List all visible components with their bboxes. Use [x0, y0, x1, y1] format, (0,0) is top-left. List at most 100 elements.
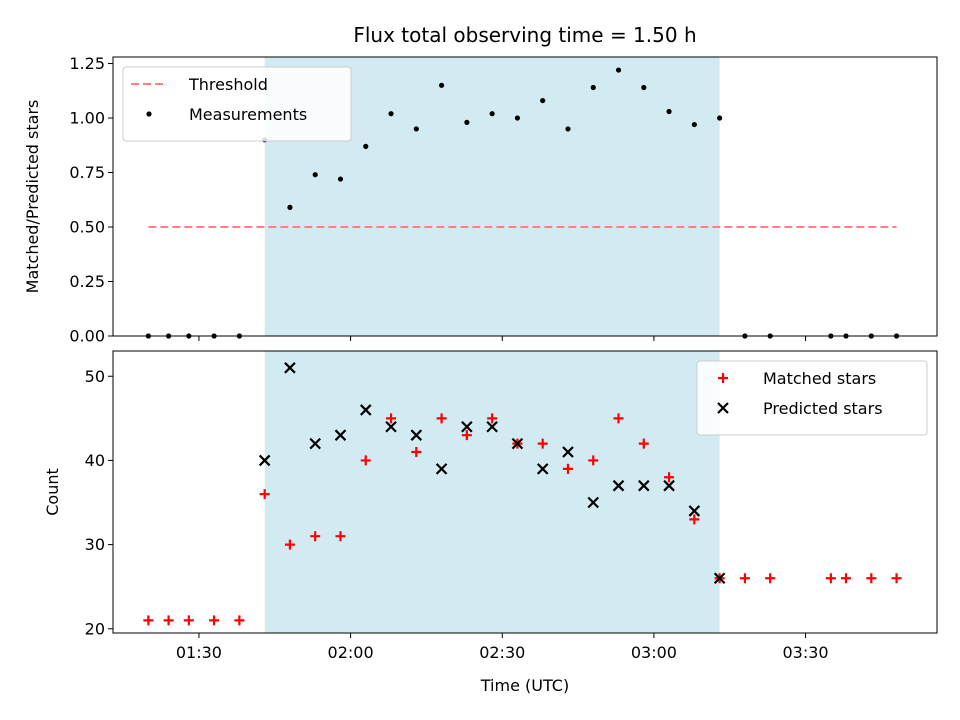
x-tick-label: 03:00: [631, 643, 677, 662]
data-point: [209, 615, 220, 626]
data-point: [183, 615, 194, 626]
data-point: [713, 572, 726, 585]
data-point: [259, 489, 270, 500]
legend-box: [122, 66, 352, 142]
data-point: [309, 437, 321, 450]
data-point: [717, 115, 723, 121]
data-point: [163, 615, 174, 626]
y-tick-label: 0.25: [69, 272, 105, 291]
y-tick-label: 0.75: [69, 163, 105, 182]
plot-frame: [112, 56, 938, 337]
legend: Threshold Measurements: [122, 66, 352, 142]
legend-marker: [146, 111, 152, 117]
data-point: [540, 97, 546, 104]
data-point: [438, 82, 445, 88]
x-tick-label: 01:30: [176, 643, 222, 662]
data-point: [825, 573, 836, 584]
data-point: [739, 573, 750, 584]
data-point: [435, 463, 448, 475]
data-point: [284, 539, 295, 550]
data-point: [536, 463, 549, 475]
x-tick-label: 03:30: [783, 643, 829, 662]
data-point: [310, 531, 321, 542]
legend-box: [696, 360, 928, 436]
observing-window-band: [264, 351, 720, 633]
data-point: [612, 479, 625, 492]
y-tick-label: 40: [85, 451, 105, 470]
data-point: [666, 108, 672, 115]
data-point: [312, 172, 318, 178]
ratio-panel: 0.00 0.25 0.50 0.75 1.00 1.25 Matched/Predicte…: [23, 54, 938, 346]
data-point: [587, 496, 600, 509]
data-point: [363, 143, 369, 149]
data-point: [866, 573, 877, 584]
data-point: [234, 615, 245, 626]
data-point: [360, 455, 371, 466]
data-point: [537, 438, 548, 449]
data-point: [562, 446, 574, 458]
data-point: [385, 420, 397, 433]
data-point: [664, 472, 675, 483]
y-tick-label: 50: [85, 367, 105, 386]
plot-frame: [112, 350, 938, 634]
data-point: [588, 455, 599, 466]
chart-title: Flux total observing time = 1.50 h: [353, 23, 696, 47]
data-point: [615, 67, 622, 73]
data-point: [688, 505, 701, 517]
data-point: [691, 121, 697, 128]
data-point: [436, 413, 447, 424]
data-point: [663, 479, 675, 492]
data-point: [487, 413, 498, 424]
data-point: [486, 420, 498, 433]
data-point: [765, 573, 776, 584]
data-point: [258, 454, 271, 467]
series-matched-stars: [143, 413, 902, 626]
data-point: [613, 413, 624, 424]
legend-label: Predicted stars: [763, 399, 883, 418]
data-point: [638, 438, 649, 449]
data-point: [511, 437, 524, 450]
y-tick-label: 0.50: [69, 218, 105, 237]
y-tick-label: 0.00: [69, 327, 105, 346]
y-axis-label: Count: [43, 468, 62, 516]
count-panel: 20 30 40 50 01:30 02:00 02:30 03:00 03:30 Count Ma…: [43, 350, 938, 662]
y-tick-label: 20: [85, 619, 105, 638]
data-point: [641, 84, 647, 91]
data-point: [411, 447, 422, 458]
x-axis-label: Time (UTC): [480, 676, 569, 695]
data-point: [337, 176, 344, 182]
data-point: [841, 573, 852, 584]
legend-label: Matched stars: [763, 369, 876, 388]
data-point: [461, 420, 473, 433]
data-point: [464, 119, 470, 125]
data-point: [334, 429, 347, 441]
data-point: [388, 111, 394, 117]
data-point: [562, 463, 573, 474]
series-predicted-stars: [258, 362, 726, 585]
x-tick-label: 02:00: [328, 643, 374, 662]
data-point: [638, 479, 650, 492]
legend-label: Threshold: [188, 75, 268, 94]
data-point: [386, 413, 397, 424]
y-axis-label: Matched/Predicted stars: [23, 100, 42, 294]
data-point: [461, 430, 472, 441]
data-point: [590, 84, 596, 91]
data-point: [514, 115, 521, 121]
data-point: [284, 362, 296, 374]
y-tick-label: 1.00: [69, 109, 105, 128]
data-point: [413, 126, 419, 132]
legend-label: Measurements: [189, 105, 307, 124]
data-point: [287, 204, 293, 210]
data-point: [359, 404, 372, 416]
legend-marker: [718, 373, 728, 383]
y-tick-label: 30: [85, 535, 105, 554]
data-point: [143, 615, 154, 626]
legend: Matched stars Predicted stars: [696, 360, 928, 436]
data-point: [891, 573, 902, 584]
y-tick-label: 1.25: [69, 54, 105, 73]
x-tick-label: 02:30: [479, 643, 525, 662]
legend-marker: [717, 402, 729, 414]
data-point: [689, 514, 700, 525]
data-point: [335, 531, 346, 542]
